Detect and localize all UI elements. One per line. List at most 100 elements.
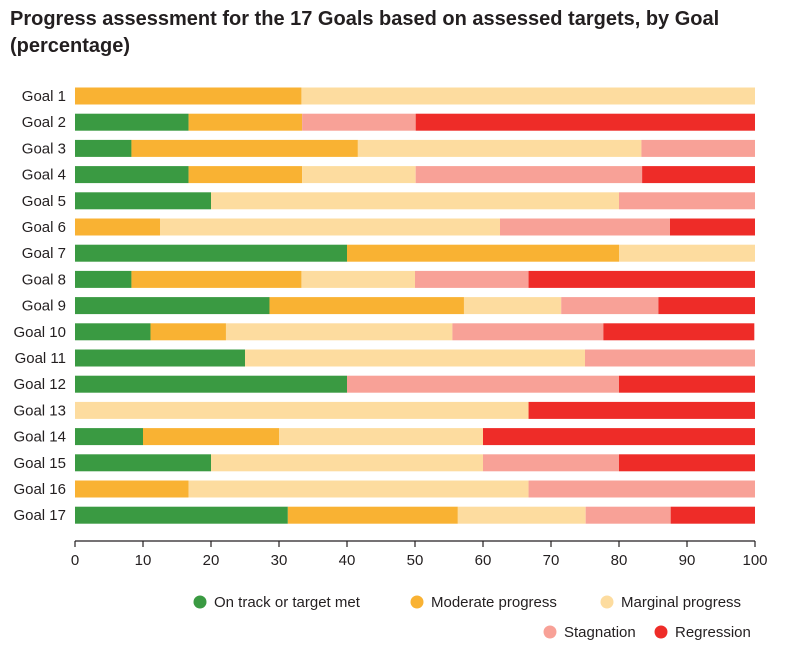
x-tick-label: 40 — [339, 552, 356, 569]
bar-segment-series-4 — [585, 349, 755, 367]
legend-marker — [410, 595, 424, 609]
bar-segment-series-5 — [619, 454, 755, 472]
legend-label: Moderate progress — [431, 594, 557, 611]
category-label: Goal 4 — [22, 167, 66, 184]
category-label: Goal 16 — [13, 481, 66, 498]
bar-segment-series-3 — [357, 139, 642, 157]
bar-segment-series-3 — [301, 87, 755, 105]
category-label: Goal 14 — [13, 429, 66, 446]
bar-segment-series-2 — [150, 323, 226, 341]
x-tick-label: 30 — [271, 552, 288, 569]
category-label: Goal 1 — [22, 88, 66, 105]
bar-segment-series-1 — [75, 454, 211, 472]
bar-segment-series-4 — [500, 218, 670, 236]
bar-segment-series-2 — [287, 506, 458, 524]
bar-segment-series-3 — [302, 166, 416, 184]
bar-segment-series-4 — [347, 375, 619, 393]
chart-title: Progress assessment for the 17 Goals bas… — [10, 8, 720, 57]
bar-segment-series-4 — [528, 480, 755, 498]
category-label: Goal 13 — [13, 402, 66, 419]
legend-label: Marginal progress — [621, 594, 741, 611]
x-tick-label: 20 — [203, 552, 220, 569]
bar-segment-series-2 — [131, 139, 358, 157]
x-tick-label: 10 — [135, 552, 152, 569]
bar-segment-series-2 — [75, 218, 160, 236]
category-label: Goal 5 — [22, 193, 66, 210]
x-tick-label: 70 — [543, 552, 560, 569]
bar-segment-series-3 — [211, 454, 483, 472]
legend-label: On track or target met — [214, 594, 361, 611]
bar-segment-series-4 — [561, 297, 659, 315]
legend-marker — [654, 625, 668, 639]
bars-group — [75, 87, 755, 524]
bar-segment-series-4 — [483, 454, 619, 472]
x-tick-label: 60 — [475, 552, 492, 569]
category-label: Goal 15 — [13, 455, 66, 472]
bar-segment-series-3 — [279, 428, 483, 446]
bar-segment-series-3 — [211, 192, 619, 210]
bar-segment-series-5 — [603, 323, 755, 341]
bar-segment-series-2 — [131, 270, 302, 288]
legend-marker — [600, 595, 614, 609]
bar-segment-series-5 — [619, 375, 755, 393]
x-axis: 0 10 20 30 40 50 60 70 80 90 100 — [71, 540, 768, 569]
category-label: Goal 6 — [22, 219, 66, 236]
bar-segment-series-3 — [619, 244, 755, 262]
bar-segment-series-1 — [75, 166, 189, 184]
bar-segment-series-1 — [75, 349, 245, 367]
bar-segment-series-1 — [75, 244, 347, 262]
bar-segment-series-2 — [188, 113, 303, 131]
legend-marker — [543, 625, 557, 639]
category-label: Goal 11 — [15, 350, 66, 367]
bar-segment-series-5 — [483, 428, 755, 446]
bar-segment-series-3 — [188, 480, 529, 498]
bar-segment-series-1 — [75, 297, 270, 315]
legend: On track or target met Moderate progress M… — [193, 594, 751, 641]
bar-segment-series-1 — [75, 428, 143, 446]
bar-segment-series-1 — [75, 506, 288, 524]
category-label: Goal 7 — [22, 245, 66, 262]
x-tick-label: 80 — [611, 552, 628, 569]
bar-segment-series-1 — [75, 139, 132, 157]
bar-segment-series-5 — [658, 297, 755, 315]
bar-segment-series-2 — [75, 87, 302, 105]
bar-segment-series-3 — [225, 323, 453, 341]
bar-segment-series-5 — [528, 270, 755, 288]
bar-segment-series-4 — [415, 270, 529, 288]
bar-segment-series-3 — [301, 270, 415, 288]
bar-segment-series-5 — [642, 166, 755, 184]
bar-segment-series-4 — [585, 506, 671, 524]
category-label: Goal 2 — [22, 114, 66, 131]
category-label: Goal 3 — [22, 140, 66, 157]
bar-segment-series-5 — [670, 506, 755, 524]
bar-segment-series-4 — [641, 139, 755, 157]
bar-segment-series-5 — [528, 401, 755, 419]
bar-segment-series-3 — [463, 297, 562, 315]
bar-segment-series-2 — [269, 297, 464, 315]
category-label: Goal 17 — [13, 507, 66, 524]
bar-segment-series-1 — [75, 192, 211, 210]
bar-segment-series-4 — [415, 166, 643, 184]
bar-segment-series-4 — [302, 113, 416, 131]
legend-marker — [193, 595, 207, 609]
legend-label: Stagnation — [564, 624, 636, 641]
bar-segment-series-2 — [75, 480, 189, 498]
category-label: Goal 10 — [13, 324, 66, 341]
bar-segment-series-3 — [75, 401, 529, 419]
x-tick-label: 0 — [71, 552, 79, 569]
bar-segment-series-5 — [415, 113, 755, 131]
bar-segment-series-1 — [75, 270, 132, 288]
bar-segment-series-3 — [245, 349, 585, 367]
bar-segment-series-2 — [188, 166, 303, 184]
legend-label: Regression — [675, 624, 751, 641]
bar-segment-series-4 — [619, 192, 755, 210]
x-tick-label: 90 — [679, 552, 696, 569]
category-label: Goal 8 — [22, 271, 66, 288]
bar-segment-series-4 — [452, 323, 604, 341]
bar-segment-series-1 — [75, 375, 347, 393]
bar-segment-series-2 — [347, 244, 619, 262]
category-label: Goal 9 — [22, 298, 66, 315]
category-label: Goal 12 — [13, 376, 66, 393]
bar-segment-series-5 — [670, 218, 755, 236]
